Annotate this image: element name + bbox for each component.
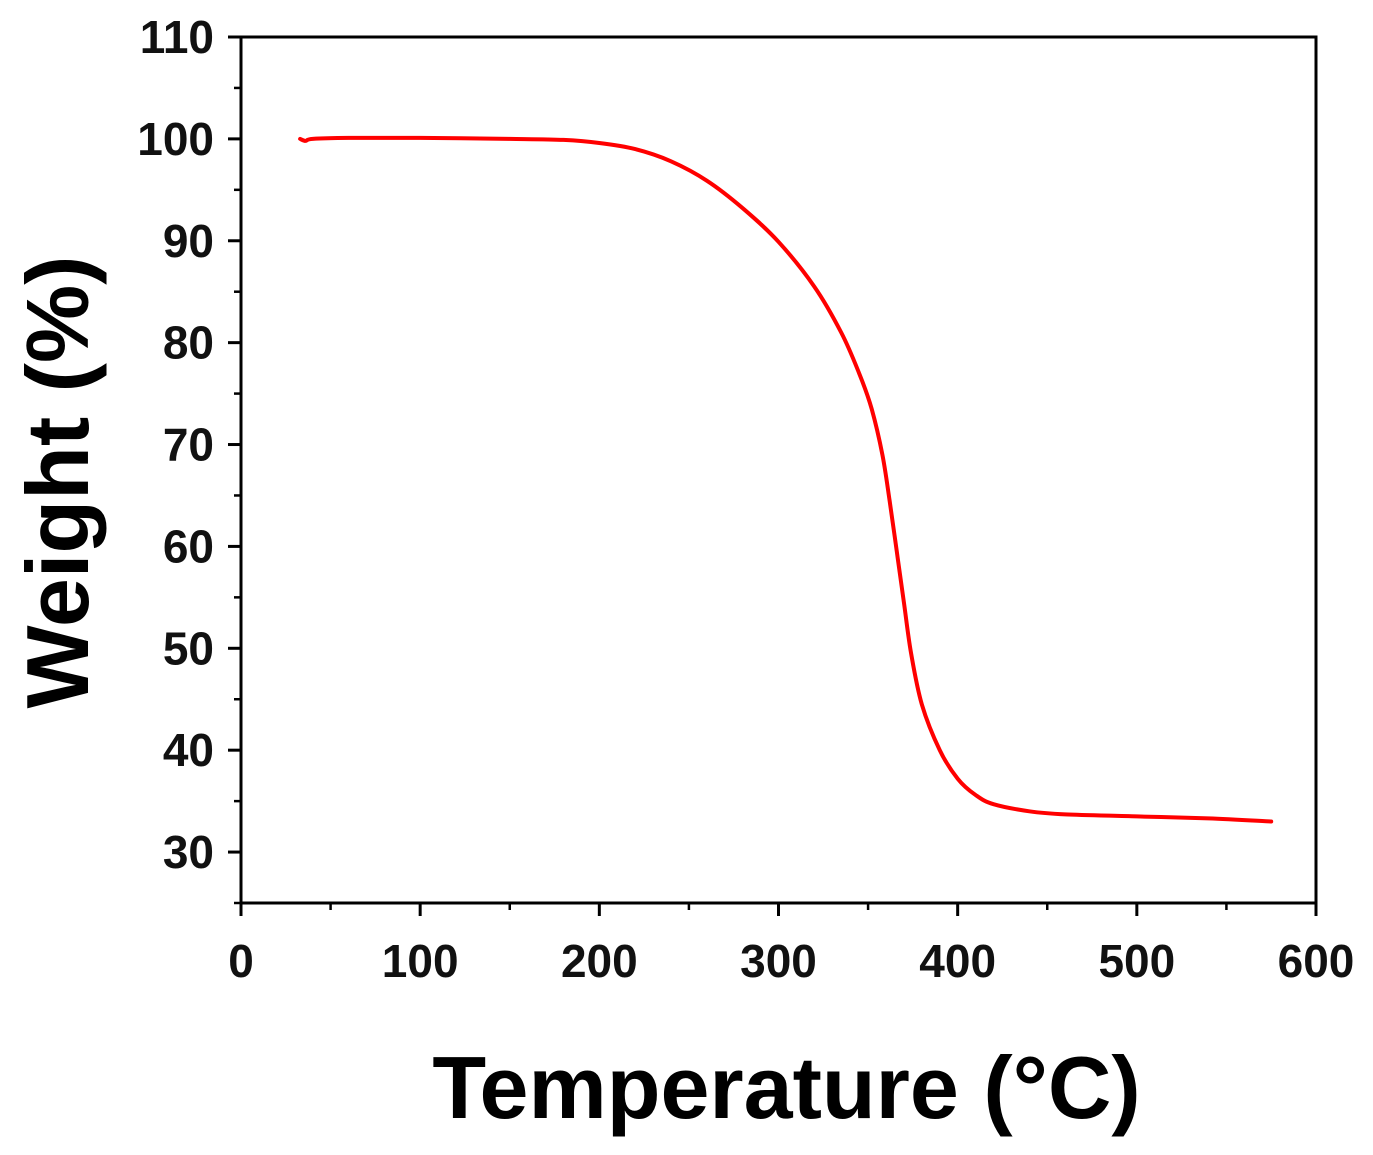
- x-tick-labels: 0 100 200 300 400 500 600: [228, 935, 1354, 987]
- y-tick-label: 70: [163, 419, 214, 471]
- y-tick-label: 30: [163, 826, 214, 878]
- y-tick-label: 60: [163, 520, 214, 572]
- y-axis-ticks: [228, 35, 241, 905]
- x-tick-label: 300: [740, 935, 817, 987]
- x-tick-label: 0: [228, 935, 254, 987]
- y-tick-label: 90: [163, 215, 214, 267]
- y-axis-title: Weight (%): [8, 256, 107, 709]
- y-tick-label: 80: [163, 317, 214, 369]
- x-tick-label: 600: [1278, 935, 1355, 987]
- y-tick-label: 40: [163, 724, 214, 776]
- x-axis-ticks: [239, 903, 1318, 916]
- y-tick-label: 50: [163, 622, 214, 674]
- x-tick-label: 500: [1098, 935, 1175, 987]
- plot-frame: [239, 35, 1318, 905]
- y-tick-labels: 30 40 50 60 70 80 90 100 110: [137, 11, 214, 878]
- y-tick-label: 110: [140, 11, 214, 63]
- x-axis-title: Temperature (°C): [432, 1038, 1140, 1137]
- x-tick-label: 400: [919, 935, 996, 987]
- y-tick-label: 100: [137, 113, 214, 165]
- x-tick-label: 200: [561, 935, 638, 987]
- weight-curve: [298, 135, 1274, 824]
- x-tick-label: 100: [382, 935, 459, 987]
